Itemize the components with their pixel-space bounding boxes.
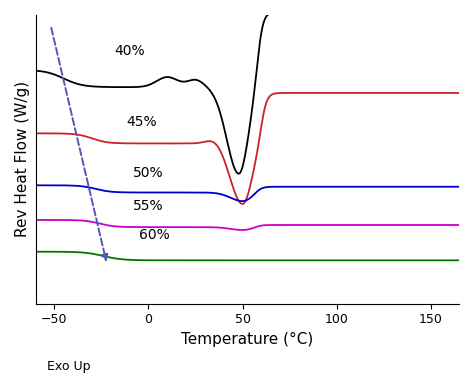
Text: 50%: 50% <box>133 166 164 179</box>
Y-axis label: Rev Heat Flow (W/g): Rev Heat Flow (W/g) <box>15 81 30 238</box>
X-axis label: Temperature (°C): Temperature (°C) <box>181 332 313 347</box>
Text: Exo Up: Exo Up <box>47 360 91 373</box>
Text: 60%: 60% <box>139 228 170 242</box>
Text: 55%: 55% <box>133 199 164 213</box>
Text: 40%: 40% <box>115 44 145 58</box>
Text: 45%: 45% <box>126 115 156 129</box>
